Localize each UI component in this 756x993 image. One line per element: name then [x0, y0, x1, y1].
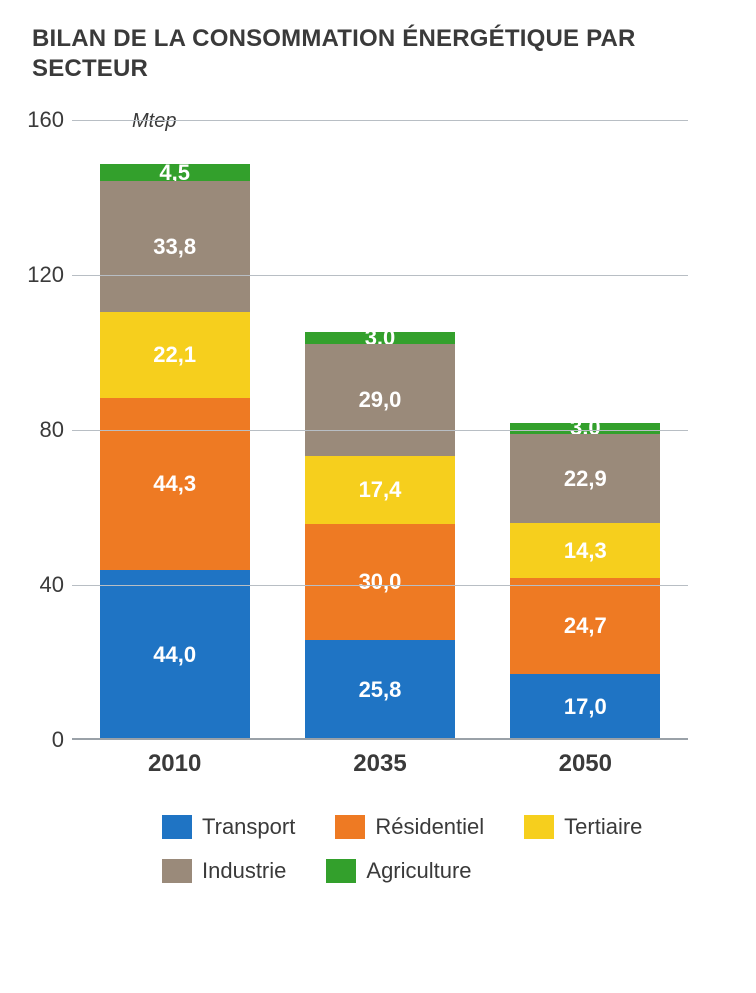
segment-value-label: 17,0 [564, 694, 607, 720]
segment-residentiel: 44,3 [100, 398, 250, 570]
segment-value-label: 29,0 [359, 387, 402, 413]
segment-value-label: 24,7 [564, 613, 607, 639]
segment-value-label: 30,0 [359, 569, 402, 595]
page: BILAN DE LA CONSOMMATION ÉNERGÉTIQUE PAR… [0, 0, 756, 993]
chart-title: BILAN DE LA CONSOMMATION ÉNERGÉTIQUE PAR… [32, 24, 728, 84]
gridline [72, 585, 688, 586]
gridline [72, 120, 688, 121]
segment-transport: 25,8 [305, 640, 455, 740]
y-tick-label: 40 [20, 572, 64, 598]
legend-swatch [162, 815, 192, 839]
segment-tertiaire: 14,3 [510, 523, 660, 578]
segment-value-label: 44,0 [153, 642, 196, 668]
legend-swatch [326, 859, 356, 883]
segment-value-label: 22,1 [153, 342, 196, 368]
segment-agriculture: 4,5 [100, 164, 250, 181]
segment-residentiel: 24,7 [510, 578, 660, 674]
segment-value-label: 44,3 [153, 471, 196, 497]
x-tick-label: 2050 [510, 750, 660, 778]
y-tick-label: 120 [20, 262, 64, 288]
legend-item-agriculture: Agriculture [326, 858, 471, 884]
x-tick-label: 2010 [100, 750, 250, 778]
legend-item-residentiel: Résidentiel [335, 814, 484, 840]
segment-value-label: 14,3 [564, 538, 607, 564]
chart: Mtep 44,044,322,133,84,525,830,017,429,0… [72, 120, 728, 884]
bar-2035: 25,8 30,0 17,4 29,0 3,0 [305, 332, 455, 740]
y-tick-label: 160 [20, 107, 64, 133]
gridline [72, 275, 688, 276]
y-tick-label: 80 [20, 417, 64, 443]
segment-agriculture: 3,0 [510, 423, 660, 435]
segment-value-label: 33,8 [153, 234, 196, 260]
segment-transport: 17,0 [510, 674, 660, 740]
segment-tertiaire: 17,4 [305, 456, 455, 523]
legend-swatch [335, 815, 365, 839]
bar-2050: 17,0 24,7 14,3 22,9 3,0 [510, 423, 660, 740]
legend-swatch [162, 859, 192, 883]
legend-label: Tertiaire [564, 814, 642, 840]
x-axis-line [72, 738, 688, 740]
segment-residentiel: 30,0 [305, 524, 455, 640]
segment-value-label: 22,9 [564, 466, 607, 492]
plot-area: 44,044,322,133,84,525,830,017,429,03,017… [72, 120, 688, 740]
legend-label: Résidentiel [375, 814, 484, 840]
legend-label: Industrie [202, 858, 286, 884]
legend-label: Transport [202, 814, 295, 840]
bar-2010: 44,0 44,3 22,1 33,8 4,5 [100, 164, 250, 740]
segment-value-label: 25,8 [359, 677, 402, 703]
legend: Transport Résidentiel Tertiaire Industrie Ag… [162, 814, 722, 884]
x-axis-labels: 2010 2035 2050 [72, 750, 688, 778]
gridline [72, 430, 688, 431]
legend-item-tertiaire: Tertiaire [524, 814, 642, 840]
y-tick-label: 0 [20, 727, 64, 753]
segment-value-label: 17,4 [359, 477, 402, 503]
legend-item-industrie: Industrie [162, 858, 286, 884]
legend-item-transport: Transport [162, 814, 295, 840]
segment-industrie: 33,8 [100, 181, 250, 312]
segment-industrie: 22,9 [510, 434, 660, 523]
segment-industrie: 29,0 [305, 344, 455, 456]
segment-tertiaire: 22,1 [100, 312, 250, 398]
segment-agriculture: 3,0 [305, 332, 455, 344]
legend-swatch [524, 815, 554, 839]
legend-label: Agriculture [366, 858, 471, 884]
x-tick-label: 2035 [305, 750, 455, 778]
segment-transport: 44,0 [100, 570, 250, 741]
